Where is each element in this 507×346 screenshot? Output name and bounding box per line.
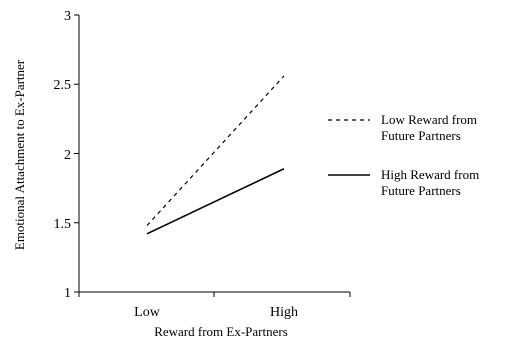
legend: Low Reward from Future Partners High Rew…	[328, 112, 479, 198]
x-ticks	[78, 292, 351, 297]
y-ticks	[74, 14, 79, 293]
y-tick-label: 2.5	[54, 78, 72, 93]
y-axis-title: Emotional Attachment to Ex-Partner	[12, 59, 27, 250]
series-low-reward-line	[146, 75, 285, 226]
legend-label: Future Partners	[381, 128, 461, 143]
legend-label: Future Partners	[381, 183, 461, 198]
y-tick-labels: 1 1.5 2 2.5 3	[54, 9, 72, 301]
x-tick-label-low: Low	[134, 305, 161, 320]
series-high-reward-line	[146, 168, 285, 235]
y-tick-label: 1	[64, 286, 71, 301]
y-tick-label: 2	[64, 148, 71, 163]
x-axis-title: Reward from Ex-Partners	[154, 324, 288, 339]
legend-label: High Reward from	[381, 167, 479, 182]
x-tick-label-high: High	[270, 305, 298, 320]
y-tick-label: 3	[64, 9, 71, 24]
y-tick-label: 1.5	[54, 217, 72, 232]
legend-label: Low Reward from	[381, 112, 477, 127]
